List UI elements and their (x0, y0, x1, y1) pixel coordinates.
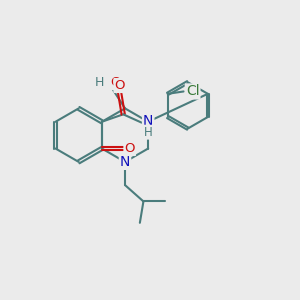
Text: O: O (124, 142, 135, 155)
Text: O: O (114, 79, 125, 92)
Text: H: H (144, 126, 153, 139)
Text: Cl: Cl (186, 84, 200, 98)
Text: H: H (95, 76, 104, 89)
Text: N: N (143, 114, 153, 128)
Text: O: O (110, 76, 121, 89)
Text: N: N (120, 155, 130, 169)
